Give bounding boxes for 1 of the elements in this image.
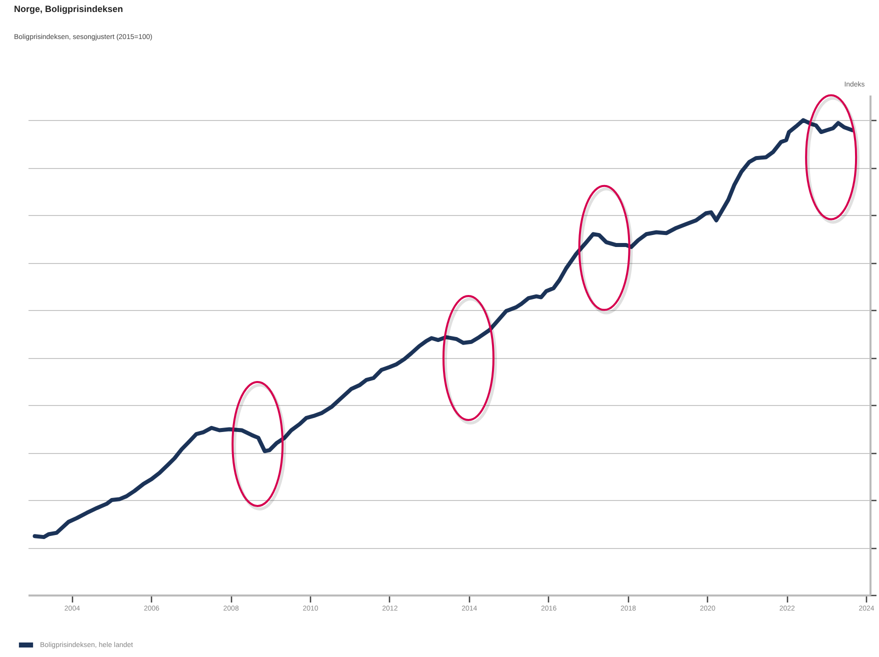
chart-title: Norge, Boligprisindeksen (14, 4, 124, 14)
